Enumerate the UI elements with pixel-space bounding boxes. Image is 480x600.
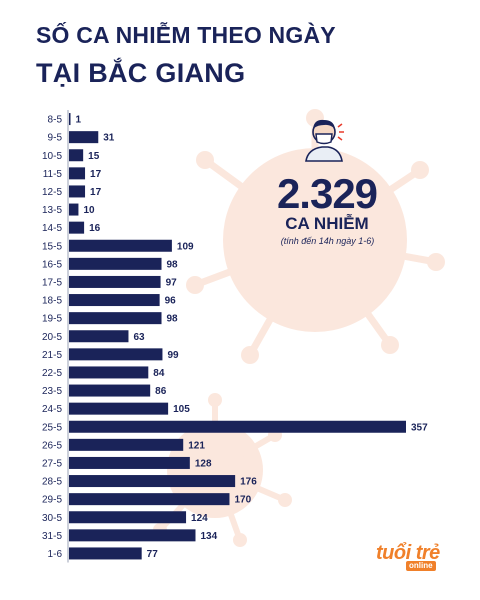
category-label: 11-5 bbox=[43, 169, 63, 180]
bar bbox=[69, 493, 230, 506]
category-label: 23-5 bbox=[42, 386, 62, 397]
data-label: 98 bbox=[167, 259, 179, 270]
bar bbox=[69, 402, 169, 415]
data-label: 98 bbox=[167, 314, 179, 325]
category-label: 28-5 bbox=[42, 477, 62, 488]
category-label: 20-5 bbox=[42, 332, 62, 343]
category-label: 1-6 bbox=[48, 549, 63, 560]
data-label: 10 bbox=[83, 205, 95, 216]
data-label: 134 bbox=[200, 531, 217, 542]
bar bbox=[69, 330, 129, 343]
bar bbox=[69, 294, 160, 307]
bar bbox=[69, 239, 172, 252]
category-label: 29-5 bbox=[42, 495, 62, 506]
bar bbox=[69, 257, 162, 270]
data-label: 1 bbox=[76, 115, 82, 126]
bar bbox=[69, 547, 142, 560]
data-label: 17 bbox=[90, 169, 102, 180]
category-label: 25-5 bbox=[42, 422, 62, 433]
data-label: 170 bbox=[234, 495, 251, 506]
bar bbox=[69, 167, 86, 180]
category-label: 30-5 bbox=[42, 513, 62, 524]
data-label: 176 bbox=[240, 477, 257, 488]
category-label: 12-5 bbox=[42, 187, 62, 198]
bar bbox=[69, 203, 79, 216]
data-label: 97 bbox=[166, 277, 178, 288]
category-label: 21-5 bbox=[42, 350, 62, 361]
data-label: 96 bbox=[165, 296, 177, 307]
chart-title-line1: SỐ CA NHIỄM THEO NGÀY bbox=[36, 22, 336, 48]
category-label: 10-5 bbox=[42, 151, 62, 162]
data-label: 77 bbox=[147, 549, 159, 560]
bar bbox=[69, 529, 196, 542]
bar bbox=[69, 131, 99, 144]
logo-main-text: tuổi trẻ bbox=[376, 542, 440, 564]
data-label: 17 bbox=[90, 187, 102, 198]
data-label: 121 bbox=[188, 440, 205, 451]
chart-title-line2: TẠI BẮC GIANG bbox=[36, 58, 246, 88]
data-label: 128 bbox=[195, 458, 212, 469]
bar bbox=[69, 312, 162, 325]
data-label: 109 bbox=[177, 241, 194, 252]
category-label: 31-5 bbox=[42, 531, 62, 542]
category-label: 22-5 bbox=[42, 368, 62, 379]
data-label: 99 bbox=[167, 350, 179, 361]
category-label: 19-5 bbox=[42, 314, 62, 325]
bar bbox=[69, 438, 184, 451]
bar bbox=[69, 113, 71, 126]
data-label: 84 bbox=[153, 368, 165, 379]
total-cases-label: CA NHIỄM bbox=[285, 214, 369, 233]
category-label: 14-5 bbox=[42, 223, 62, 234]
category-label: 15-5 bbox=[42, 241, 62, 252]
category-label: 18-5 bbox=[42, 296, 62, 307]
total-cases-note: (tính đến 14h ngày 1-6) bbox=[280, 236, 375, 246]
bar bbox=[69, 149, 84, 162]
data-label: 31 bbox=[103, 133, 115, 144]
bar bbox=[69, 366, 149, 379]
bar bbox=[69, 420, 406, 433]
category-label: 8-5 bbox=[48, 115, 63, 126]
bar bbox=[69, 221, 85, 234]
logo-sub-text: online bbox=[406, 561, 436, 571]
data-label: 105 bbox=[173, 404, 190, 415]
bar bbox=[69, 185, 86, 198]
bar bbox=[69, 275, 161, 288]
data-label: 63 bbox=[133, 332, 145, 343]
bar bbox=[69, 475, 236, 488]
bar bbox=[69, 456, 190, 469]
category-label: 9-5 bbox=[48, 133, 63, 144]
bar bbox=[69, 511, 187, 524]
data-label: 357 bbox=[411, 422, 428, 433]
tuoi-tre-logo: tuổi trẻ online bbox=[376, 542, 448, 572]
bar bbox=[69, 384, 151, 397]
category-label: 17-5 bbox=[42, 277, 62, 288]
total-cases-value: 2.329 bbox=[276, 170, 378, 217]
data-label: 16 bbox=[89, 223, 101, 234]
bar bbox=[69, 348, 163, 361]
data-label: 124 bbox=[191, 513, 208, 524]
category-label: 24-5 bbox=[42, 404, 62, 415]
data-label: 15 bbox=[88, 151, 100, 162]
category-label: 13-5 bbox=[42, 205, 62, 216]
category-label: 26-5 bbox=[42, 440, 62, 451]
masked-person-icon bbox=[305, 119, 344, 162]
category-label: 16-5 bbox=[42, 259, 62, 270]
data-label: 86 bbox=[155, 386, 167, 397]
category-label: 27-5 bbox=[42, 458, 62, 469]
